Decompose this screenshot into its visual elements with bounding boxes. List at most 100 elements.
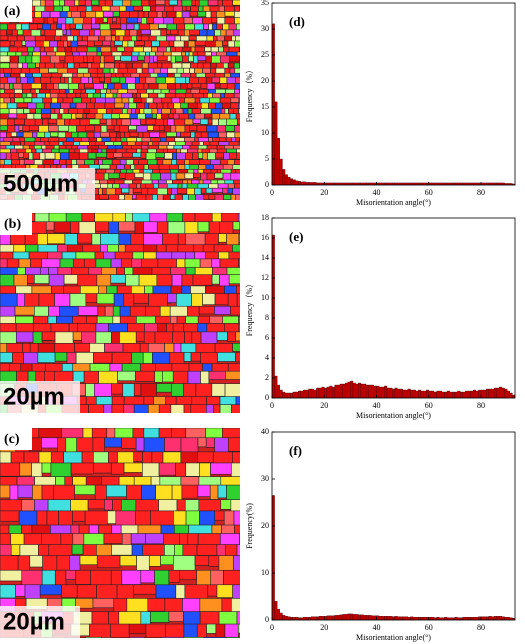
grain <box>16 131 24 138</box>
y-tick-label: 20 <box>261 76 269 85</box>
grain <box>140 118 147 125</box>
grain <box>30 83 42 89</box>
bar <box>465 390 469 399</box>
bar <box>363 383 367 399</box>
bar <box>350 613 354 621</box>
grain <box>192 118 201 124</box>
grain <box>15 331 34 343</box>
grain <box>86 55 95 63</box>
grain <box>133 5 144 11</box>
grain <box>6 29 13 35</box>
bar <box>410 616 414 621</box>
bar <box>504 617 508 621</box>
grain <box>69 102 77 109</box>
bar <box>339 614 343 621</box>
grain <box>121 437 137 449</box>
grain <box>204 113 213 119</box>
grain <box>204 233 219 247</box>
grain <box>93 55 101 65</box>
bar <box>381 386 385 399</box>
grain <box>96 293 115 305</box>
y-tick-label: 20 <box>261 521 269 530</box>
grain <box>204 46 212 52</box>
grain <box>210 62 217 69</box>
grain <box>69 23 77 30</box>
grain <box>9 40 15 46</box>
grain <box>238 233 240 243</box>
grain <box>210 462 232 475</box>
grain <box>91 0 100 6</box>
grain <box>0 569 23 582</box>
grain <box>211 383 226 397</box>
grain <box>223 152 231 161</box>
bar <box>368 615 372 621</box>
grain <box>99 76 105 83</box>
grain <box>215 623 226 638</box>
grain <box>137 55 145 61</box>
grain <box>156 55 168 62</box>
bar <box>358 614 361 621</box>
grain <box>57 97 64 104</box>
grain <box>205 437 215 448</box>
bar <box>345 614 348 621</box>
grain <box>131 544 144 557</box>
grain <box>95 11 104 19</box>
grain <box>34 305 49 318</box>
grain <box>65 213 83 223</box>
grain <box>57 67 68 74</box>
grain <box>235 331 240 342</box>
grain <box>77 40 88 46</box>
grain <box>121 569 142 585</box>
grain <box>103 533 123 544</box>
bar <box>311 388 314 399</box>
grain <box>224 35 232 42</box>
bar <box>282 615 286 621</box>
grain <box>171 428 186 440</box>
grain <box>235 352 240 363</box>
grain <box>233 29 240 37</box>
grain <box>133 584 157 595</box>
y-tick-label: 10 <box>261 128 269 137</box>
bar <box>381 616 385 621</box>
grain <box>115 510 136 527</box>
grain <box>73 55 84 64</box>
y-axis-label: Frequency（%） <box>245 66 254 122</box>
grain <box>193 55 199 64</box>
grain <box>103 55 115 63</box>
grain <box>208 555 220 567</box>
grain <box>72 331 82 341</box>
grain <box>31 0 42 8</box>
x-axis-label: Misorientation angle(°) <box>356 198 431 207</box>
grain <box>175 55 183 62</box>
x-tick-label: 80 <box>477 623 485 632</box>
grain <box>10 544 21 556</box>
grain <box>166 213 183 223</box>
grain <box>197 221 210 233</box>
grain <box>0 584 16 599</box>
map-image <box>0 0 240 200</box>
bar <box>452 391 456 399</box>
grain <box>156 383 172 393</box>
bar <box>386 616 390 621</box>
grain <box>0 293 18 308</box>
grain <box>239 46 240 55</box>
bar <box>284 392 288 399</box>
grain <box>29 108 37 114</box>
grain <box>83 370 99 386</box>
grain <box>180 131 192 138</box>
bar <box>402 389 406 399</box>
bar <box>384 385 388 399</box>
grain <box>41 331 56 341</box>
bar <box>444 617 448 621</box>
grain <box>104 437 122 448</box>
grain <box>182 5 187 12</box>
grain <box>74 343 90 353</box>
grain <box>230 499 240 517</box>
grain <box>50 102 61 109</box>
grain <box>158 404 172 413</box>
bar <box>342 383 346 399</box>
bar <box>282 391 286 399</box>
grain <box>192 152 199 161</box>
grain <box>0 484 11 499</box>
